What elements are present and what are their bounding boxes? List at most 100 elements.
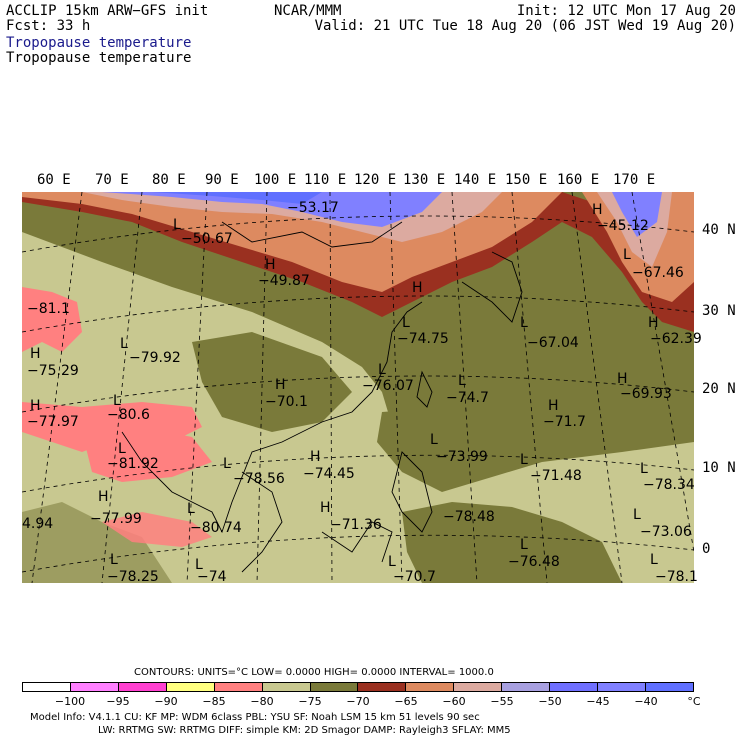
color-bar-segment (502, 683, 551, 691)
low-marker: L (520, 537, 528, 553)
color-bar-segment (406, 683, 455, 691)
temperature-value: −74.7 (446, 390, 489, 406)
temperature-value: −70.7 (393, 569, 436, 585)
longitude-label: 150 E (505, 172, 548, 188)
color-bar-tick: −75 (298, 695, 322, 708)
temperature-value: −78.34 (643, 477, 695, 493)
low-marker: L (113, 393, 121, 409)
temperature-value: −75.29 (27, 363, 79, 379)
latitude-label: 20 N (702, 381, 736, 397)
variable-label-primary: Tropopause temperature (6, 35, 192, 51)
low-marker: L (623, 247, 631, 263)
contours-info: CONTOURS: UNITS=°C LOW= 0.0000 HIGH= 0.0… (134, 667, 494, 678)
color-bar-segment (454, 683, 503, 691)
low-marker: L (520, 315, 528, 331)
color-bar-segment (262, 683, 311, 691)
temperature-value: −74 (197, 569, 227, 585)
color-bar-tick: −55 (490, 695, 514, 708)
low-marker: L (520, 452, 528, 468)
color-bar-tick: −40 (634, 695, 658, 708)
temperature-value: −80.6 (107, 407, 150, 423)
temperature-value: −67.04 (527, 335, 579, 351)
temperature-value: −81.1 (27, 301, 70, 317)
longitude-label: 130 E (403, 172, 446, 188)
temperature-value: −78.25 (107, 569, 159, 585)
low-marker: L (110, 552, 118, 568)
color-bar-tick: −85 (202, 695, 226, 708)
temperature-value: −81.92 (107, 456, 159, 472)
longitude-label: 70 E (95, 172, 129, 188)
low-marker: L (458, 373, 466, 389)
latitude-label: 30 N (702, 303, 736, 319)
temperature-value: −71.48 (530, 468, 582, 484)
color-bar-segment (598, 683, 646, 691)
temperature-value: −73.99 (436, 449, 488, 465)
init-time: Init: 12 UTC Mon 17 Aug 20 (516, 3, 736, 19)
longitude-label: 120 E (354, 172, 397, 188)
color-bar-tick: −80 (250, 695, 274, 708)
high-marker: H (548, 398, 559, 414)
low-marker: L (378, 362, 386, 378)
latitude-label: 0 (702, 541, 711, 557)
temperature-value: −67.46 (632, 265, 684, 281)
temperature-value: −74.75 (397, 331, 449, 347)
longitude-label: 60 E (37, 172, 71, 188)
temperature-value: −62.39 (650, 331, 702, 347)
low-marker: L (195, 557, 203, 573)
latitude-label: 40 N (702, 222, 736, 238)
low-marker: L (223, 456, 231, 472)
high-marker: H (320, 500, 331, 516)
low-marker: L (388, 554, 396, 570)
color-bar-segment (550, 683, 599, 691)
low-marker: L (118, 441, 126, 457)
color-bar-tick: −65 (394, 695, 418, 708)
color-bar-segment (70, 683, 119, 691)
temperature-value: −78.48 (443, 509, 495, 525)
temperature-value: −78.1 (655, 569, 698, 585)
temperature-value: −71.36 (330, 517, 382, 533)
high-marker: H (30, 346, 41, 362)
temperature-value: −73.06 (640, 524, 692, 540)
color-bar-tick: −70 (346, 695, 370, 708)
high-marker: H (412, 280, 423, 296)
low-marker: L (173, 217, 181, 233)
temperature-value: −76.07 (362, 378, 414, 394)
model-info: Model Info: V4.1.1 CU: KF MP: WDM 6class… (30, 712, 480, 723)
longitude-label: 160 E (557, 172, 600, 188)
color-bar-tick: −45 (586, 695, 610, 708)
temperature-value: −77.97 (27, 414, 79, 430)
tropopause-map (22, 192, 694, 583)
temperature-value: −49.87 (258, 273, 310, 289)
color-bar-tick: −100 (54, 695, 86, 708)
low-marker: L (402, 315, 410, 331)
low-marker: L (640, 461, 648, 477)
color-bar-segment (166, 683, 215, 691)
high-marker: H (310, 449, 321, 465)
color-bar-segment (310, 683, 359, 691)
color-bar-tick: −60 (442, 695, 466, 708)
high-marker: H (592, 202, 603, 218)
latitude-label: 10 N (702, 460, 736, 476)
temperature-value: −70.1 (265, 394, 308, 410)
color-bar-segment (23, 683, 71, 691)
longitude-label: 90 E (205, 172, 239, 188)
low-marker: L (187, 501, 195, 517)
temperature-value: −71.7 (543, 414, 586, 430)
color-bar-segment (118, 683, 167, 691)
high-marker: H (30, 398, 41, 414)
temperature-value: −77.99 (90, 511, 142, 527)
model-title: ACCLIP 15km ARW−GFS init (6, 3, 209, 19)
valid-time: Valid: 21 UTC Tue 18 Aug 20 (06 JST Wed … (314, 18, 736, 34)
high-marker: H (275, 377, 286, 393)
high-marker: H (265, 257, 276, 273)
high-marker: H (98, 489, 109, 505)
color-bar-tick: −90 (154, 695, 178, 708)
temperature-value: −50.67 (181, 231, 233, 247)
temperature-value: −45.12 (597, 218, 649, 234)
temperature-value: −76.48 (508, 554, 560, 570)
color-bar-tick: °C (687, 695, 701, 708)
temperature-value: 4.94 (22, 516, 54, 532)
institution-label: NCAR/MMM (274, 3, 342, 19)
longitude-label: 140 E (454, 172, 497, 188)
color-bar-tick: −50 (538, 695, 562, 708)
